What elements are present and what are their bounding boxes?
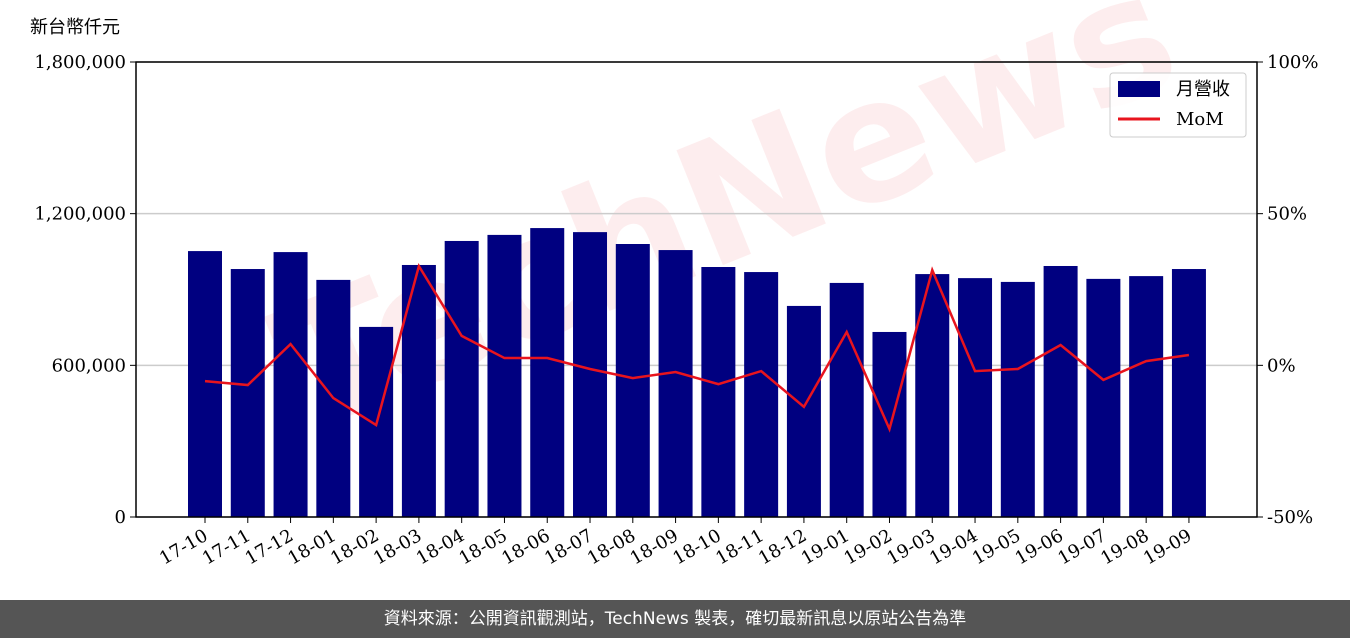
bar <box>188 251 222 518</box>
bar <box>701 267 736 517</box>
bar <box>530 228 565 517</box>
x-tick-label: 18-08 <box>584 525 639 569</box>
plot-frame <box>135 61 1258 518</box>
x-tick-label: 18-07 <box>541 525 596 569</box>
bar <box>401 264 436 517</box>
bar <box>958 278 993 517</box>
y-tick-label: 1,800,000 <box>34 52 126 73</box>
bar <box>615 244 650 517</box>
x-tick-label: 19-03 <box>883 525 938 569</box>
x-tick-label: 19-08 <box>1097 525 1152 569</box>
x-tick-label: 18-10 <box>669 525 724 569</box>
y-tick-label: 600,000 <box>52 355 126 376</box>
chart: TechNews 新台幣仟元 0600,0001,200,0001,800,00… <box>30 0 1318 569</box>
bar <box>487 234 522 517</box>
x-tick-label: 19-05 <box>969 525 1024 569</box>
bar <box>1086 278 1121 517</box>
x-tick-label: 18-05 <box>456 525 511 569</box>
x-tick-label: 19-07 <box>1054 525 1109 569</box>
x-tick-label: 19-06 <box>1012 525 1067 569</box>
y2-tick-label: 50% <box>1267 204 1307 225</box>
x-tick-label: 18-01 <box>284 525 339 569</box>
y-tick-label: 0 <box>115 507 126 528</box>
x-tick-label: 18-11 <box>712 525 767 569</box>
x-tick-label: 18-09 <box>627 525 682 569</box>
legend-label: MoM <box>1176 109 1224 130</box>
bar <box>786 305 821 517</box>
bar <box>573 232 608 517</box>
y-tick-label: 1,200,000 <box>34 204 126 225</box>
legend-swatch <box>1118 81 1160 97</box>
bar <box>744 272 779 517</box>
x-tick-label: 19-04 <box>926 525 981 569</box>
bar <box>273 252 308 518</box>
footer: 資料來源：公開資訊觀測站，TechNews 製表，確切最新訊息以原站公告為準 <box>0 600 1350 638</box>
x-tick-label: 17-11 <box>199 525 254 569</box>
bar <box>444 240 479 517</box>
bar <box>829 282 864 517</box>
legend-label: 月營收 <box>1176 79 1230 100</box>
x-tick-label: 18-02 <box>327 525 382 569</box>
x-tick-label: 17-10 <box>156 525 211 569</box>
x-tick-label: 19-09 <box>1140 525 1195 569</box>
line <box>204 263 1190 433</box>
bar <box>1043 265 1078 517</box>
bar <box>658 250 693 518</box>
y2-tick-label: 100% <box>1267 52 1318 73</box>
bar <box>1129 276 1164 517</box>
y-axis-label: 新台幣仟元 <box>30 17 120 38</box>
y2-tick-label: 0% <box>1267 355 1296 376</box>
x-tick-label: 18-12 <box>755 525 810 569</box>
x-tick-label: 18-04 <box>413 525 468 569</box>
x-tick-label: 18-06 <box>498 525 553 569</box>
x-tick-label: 18-03 <box>370 525 425 569</box>
x-tick-label: 19-02 <box>841 525 896 569</box>
y2-tick-label: -50% <box>1267 507 1313 528</box>
x-tick-label: 17-12 <box>242 525 297 569</box>
x-tick-label: 19-01 <box>798 525 853 569</box>
bar <box>230 269 265 517</box>
bar <box>1171 269 1206 517</box>
bar <box>1000 281 1035 517</box>
